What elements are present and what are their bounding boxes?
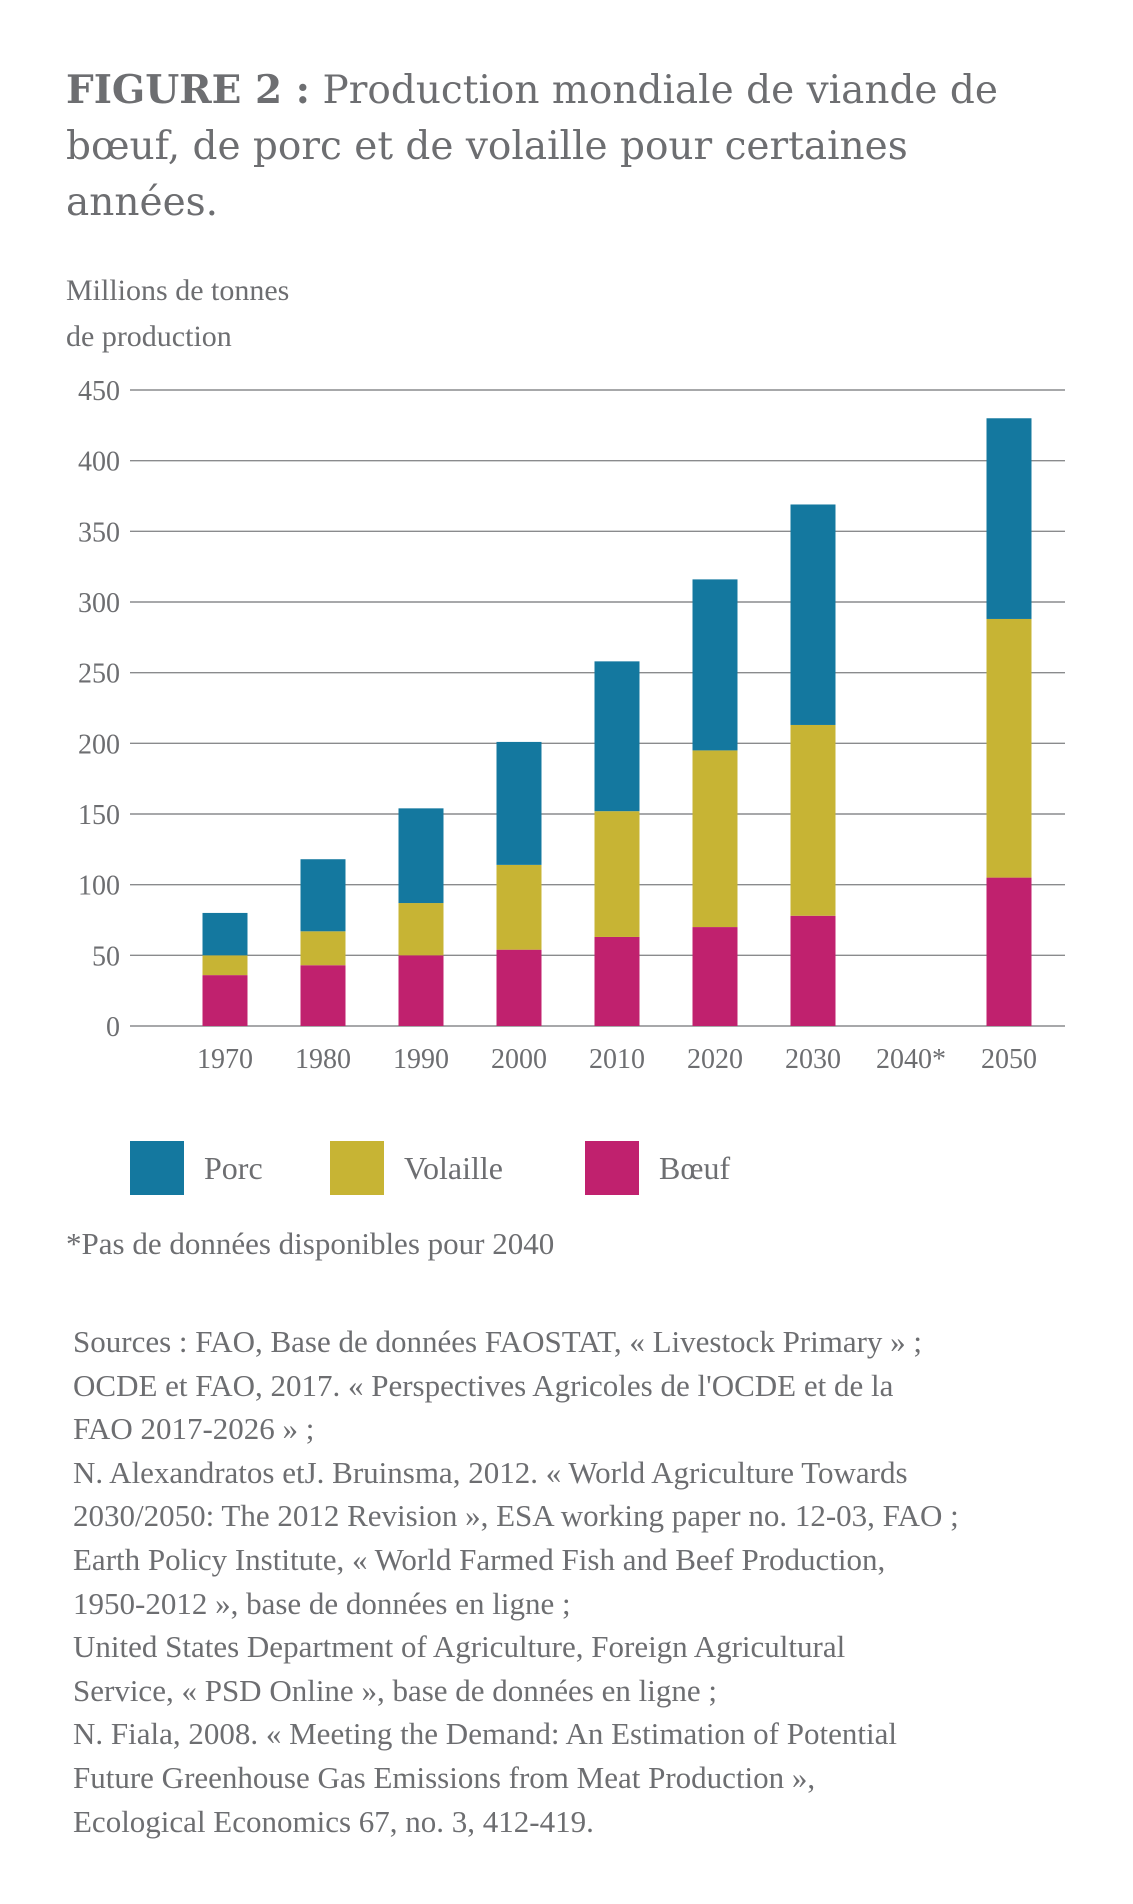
legend-label-porc: Porc bbox=[204, 1149, 263, 1186]
bar-segment bbox=[790, 724, 836, 916]
legend-item-boeuf: Bœuf bbox=[585, 1140, 730, 1196]
source-line: OCDE et FAO, 2017. « Perspectives Agrico… bbox=[73, 1367, 894, 1403]
x-tick-label: 1970 bbox=[197, 1044, 253, 1075]
y-tick-label: 250 bbox=[78, 659, 120, 690]
bar-segment bbox=[398, 903, 444, 956]
y-tick-label: 300 bbox=[78, 588, 120, 619]
y-axis-label-line-2: de production bbox=[66, 320, 232, 353]
sources: Sources : FAO, Base de données FAOSTAT, … bbox=[73, 1320, 1083, 1843]
bar-segment bbox=[692, 750, 738, 928]
y-tick-label: 50 bbox=[92, 941, 120, 972]
bar-segment bbox=[594, 936, 640, 1026]
legend-swatch-boeuf bbox=[585, 1141, 639, 1195]
source-line: N. Alexandratos etJ. Bruinsma, 2012. « W… bbox=[73, 1454, 908, 1490]
bar-segment bbox=[496, 741, 542, 865]
bar-segment bbox=[692, 927, 738, 1026]
bar-segment bbox=[300, 859, 346, 932]
x-tick-label: 2050 bbox=[981, 1044, 1037, 1075]
bar-segment bbox=[986, 618, 1032, 878]
source-line: FAO 2017-2026 » ; bbox=[73, 1411, 315, 1447]
source-line: Ecological Economics 67, no. 3, 412-419. bbox=[73, 1803, 594, 1839]
y-tick-label: 150 bbox=[78, 800, 120, 831]
bar-segment bbox=[790, 504, 836, 725]
figure-title-text: Production mondiale de viande de bœuf, d… bbox=[66, 68, 998, 225]
bar-segment bbox=[398, 955, 444, 1026]
y-tick-label: 100 bbox=[78, 871, 120, 902]
y-axis-label-line-1: Millions de tonnes bbox=[66, 274, 290, 307]
bar-segment bbox=[986, 418, 1032, 619]
legend-item-porc: Porc bbox=[130, 1140, 263, 1196]
stacked-bar-chart: 0 50 100 150 200 250 300 350 400 450 1970 1980 1990… bbox=[78, 376, 1065, 1075]
bar-segment bbox=[398, 808, 444, 904]
bar-segment bbox=[202, 975, 248, 1026]
source-line: Future Greenhouse Gas Emissions from Mea… bbox=[73, 1759, 816, 1795]
bar-segment bbox=[496, 864, 542, 950]
figure-label: FIGURE 2 : bbox=[66, 67, 311, 113]
x-axis-ticks: 1970 1980 1990 2000 2010 2020 2030 2040* 2050 bbox=[197, 1044, 1037, 1075]
bar-segment bbox=[692, 579, 738, 751]
x-tick-label: 2000 bbox=[491, 1044, 547, 1075]
legend-label-boeuf: Bœuf bbox=[659, 1149, 731, 1186]
y-tick-label: 350 bbox=[78, 517, 120, 548]
x-tick-label: 2010 bbox=[589, 1044, 645, 1075]
source-line: 2030/2050: The 2012 Revision », ESA work… bbox=[73, 1498, 959, 1534]
bar-segment bbox=[986, 877, 1032, 1026]
legend-swatch-volaille bbox=[330, 1141, 384, 1195]
bar-segment bbox=[202, 955, 248, 976]
y-axis-ticks: 0 50 100 150 200 250 300 350 400 450 bbox=[78, 376, 120, 1043]
y-tick-label: 200 bbox=[78, 729, 120, 760]
x-tick-label: 1990 bbox=[393, 1044, 449, 1075]
bars bbox=[202, 418, 1032, 1026]
bar-segment bbox=[790, 915, 836, 1026]
legend: Porc Volaille Bœuf bbox=[130, 1140, 1030, 1196]
y-tick-label: 400 bbox=[78, 447, 120, 478]
bar-segment bbox=[202, 912, 248, 956]
source-line: United States Department of Agriculture,… bbox=[73, 1629, 846, 1665]
bar-segment bbox=[496, 949, 542, 1026]
x-tick-label: 2040* bbox=[876, 1044, 946, 1075]
y-tick-label: 450 bbox=[78, 376, 120, 407]
x-tick-label: 1980 bbox=[295, 1044, 351, 1075]
legend-label-volaille: Volaille bbox=[404, 1149, 503, 1186]
source-line: 1950-2012 », base de données en ligne ; bbox=[73, 1585, 571, 1621]
legend-item-volaille: Volaille bbox=[330, 1140, 503, 1196]
source-line: Earth Policy Institute, « World Farmed F… bbox=[73, 1541, 886, 1577]
x-tick-label: 2030 bbox=[785, 1044, 841, 1075]
footnote: *Pas de données disponibles pour 2040 bbox=[66, 1226, 555, 1261]
source-line: Sources : FAO, Base de données FAOSTAT, … bbox=[73, 1324, 923, 1359]
legend-swatch-porc bbox=[130, 1141, 184, 1195]
bar-segment bbox=[594, 661, 640, 812]
y-tick-label: 0 bbox=[106, 1012, 120, 1043]
bar-segment bbox=[594, 811, 640, 937]
x-tick-label: 2020 bbox=[687, 1044, 743, 1075]
chart-title: FIGURE 2 : Production mondiale de viande… bbox=[66, 62, 1066, 231]
bar-segment bbox=[300, 931, 346, 966]
y-axis-label: Millions de tonnes de production bbox=[66, 268, 289, 360]
source-line: Service, « PSD Online », base de données… bbox=[73, 1672, 717, 1708]
bar-segment bbox=[300, 965, 346, 1026]
source-line: N. Fiala, 2008. « Meeting the Demand: An… bbox=[73, 1716, 897, 1752]
